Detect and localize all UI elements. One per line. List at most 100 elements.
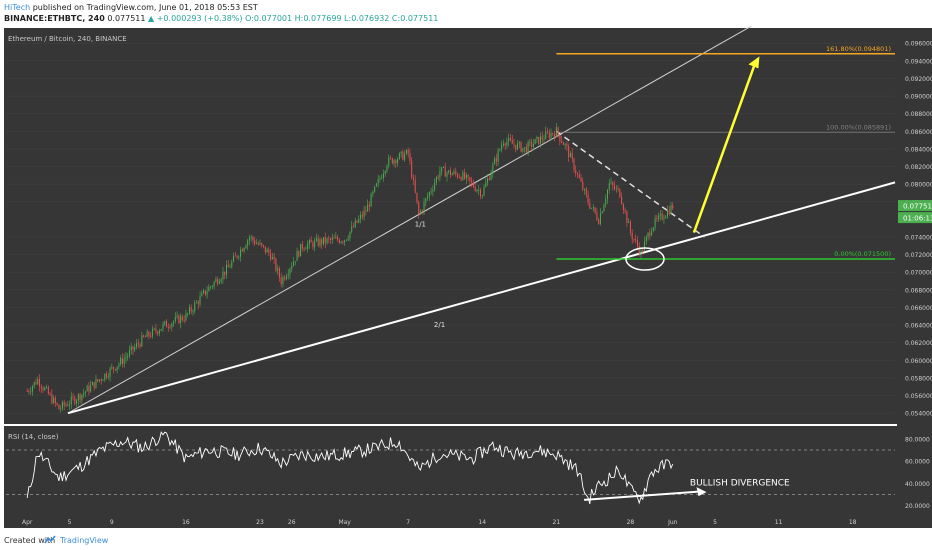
price-axis-tick: 0.062000 [905,340,932,347]
candle-body [612,182,614,186]
last-price-value: 0.077511 [903,203,932,211]
candle-body [40,386,42,389]
ohlc-values: O:0.077001 H:0.077699 L:0.076932 C:0.077… [245,14,439,23]
candle-body [109,368,111,377]
candle-body [93,382,95,388]
candle-body [599,213,601,225]
candle-body [550,133,552,138]
candle-body [333,237,335,239]
candle-body [74,397,76,404]
candle-body [423,201,425,212]
bullish-divergence-label: BULLISH DIVERGENCE [690,478,790,488]
candle-body [308,239,310,245]
last-price-tag [898,200,932,212]
candle-body [562,142,564,146]
candle-body [132,346,134,350]
candle-body [310,239,312,243]
candle-body [532,144,534,147]
price-axis-tick: 0.064000 [905,323,932,330]
candle-body [102,380,104,381]
candle-body [30,391,32,393]
candle-body [227,264,229,268]
candle-body [621,197,623,204]
candle-body [282,277,284,285]
candle-body [153,328,155,330]
candle-body [67,404,69,406]
candle-body [157,331,159,334]
candle-body [63,402,65,406]
candle-body [395,160,397,164]
support-circle[interactable] [625,247,665,271]
candle-body [278,268,280,278]
trendline-2-1[interactable] [67,181,896,415]
candle-body [541,136,543,140]
chart-header: HiTech published on TradingView.com, Jun… [0,0,932,26]
candle-body [416,192,418,203]
candle-body [644,241,646,251]
bullish-divergence-arrow[interactable] [584,487,707,501]
price-axis-tick: 0.084000 [905,146,932,153]
candle-body [545,131,547,140]
candle-body [121,357,123,365]
candle-body [183,319,185,321]
tradingview-logo-icon [44,535,56,544]
candle-body [672,205,674,209]
candle-body [95,379,97,388]
price-axis-tick: 0.080000 [905,182,932,189]
candle-body [592,207,594,209]
candle-body [374,186,376,192]
rsi-line[interactable] [26,431,674,505]
author-name[interactable]: HiTech [4,3,31,12]
candle-body [229,267,231,268]
candle-body [564,144,566,146]
price-axis-tick: 0.090000 [905,94,932,101]
candle-body [58,404,60,410]
time-axis-tick: 26 [288,519,296,526]
candle-body [84,391,86,394]
descending-resistance-line[interactable] [555,130,705,238]
candle-body [284,277,286,280]
candle-body [340,241,342,243]
chart-canvas[interactable]: Ethereum / Bitcoin, 240, BINANCE RSI (14… [0,26,932,530]
candle-body [610,182,612,184]
candle-body [508,138,510,142]
candle-body [407,149,409,154]
candle-body [393,160,395,164]
price-axis-tick: 0.070000 [905,270,932,277]
candle-body [598,219,600,225]
candle-body [222,271,224,280]
candle-body [65,404,67,406]
candle-body [72,396,74,398]
candle-body [582,181,584,190]
price-axis [897,28,932,528]
price-pane-title: Ethereum / Bitcoin, 240, BINANCE [8,35,127,43]
candle-body [606,189,608,199]
candle-body [568,145,570,158]
candle-body [335,237,337,239]
price-axis-tick: 0.066000 [905,305,932,312]
candle-body [331,237,333,240]
tradingview-link[interactable]: TradingView [60,536,109,545]
candle-body [517,143,519,150]
candle-body [619,188,621,198]
candle-body [301,243,303,249]
time-axis-tick: 11 [775,519,783,526]
candle-body [654,218,656,228]
rsi-axis-tick: 40.0000 [905,481,930,488]
candle-body [529,141,531,143]
time-axis-tick: 18 [849,519,857,526]
candle-body [349,231,351,239]
candle-body [499,149,501,151]
candle-body [649,232,651,236]
candle-body [259,243,261,245]
candle-body [139,344,141,347]
candle-body [352,226,354,228]
projection-arrow[interactable] [692,56,760,234]
candle-body [217,279,219,284]
candle-body [261,243,263,246]
candle-body [665,216,667,219]
trendline-1-1[interactable] [67,26,760,414]
time-axis [4,513,897,528]
candle-body [569,153,571,158]
candle-body [280,277,282,285]
